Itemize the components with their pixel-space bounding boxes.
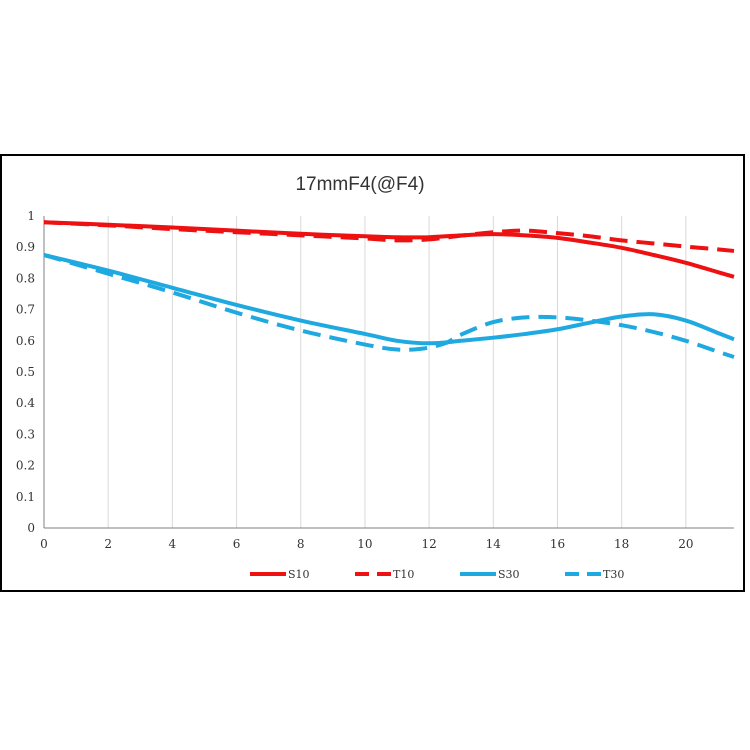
- legend-label: T30: [603, 568, 624, 581]
- x-tick-label: 2: [104, 537, 112, 551]
- grid-lines: [107, 216, 687, 528]
- x-tick-label: 16: [550, 537, 565, 551]
- legend-item-t10: T10: [355, 568, 414, 581]
- mtf-chart: 17mmF4(@F4) 0 2 4 6 8 10 12 14 16 18 2000.10.20.30…: [16, 174, 735, 581]
- chart-title: 17mmF4(@F4): [295, 174, 424, 195]
- x-tick-label: 6: [233, 537, 241, 551]
- axes: 0 2 4 6 8 10 12 14 16 18 20 0 0.1 0.2 0.3 0.4 0.5 0.6 0.7 0…: [16, 209, 734, 551]
- y-tick-label: 0: [27, 521, 35, 535]
- y-tick-label: 0.6: [16, 334, 35, 348]
- series-line-s30: [43, 253, 735, 346]
- series-line-t30: [43, 253, 735, 359]
- y-tick-label: 0.9: [16, 240, 35, 254]
- x-tick-label: 12: [421, 537, 436, 551]
- y-tick-label: 0.5: [16, 365, 35, 379]
- series-lines: [43, 220, 735, 359]
- legend-item-t30: T30: [565, 568, 624, 581]
- y-tick-label: 0.3: [16, 427, 35, 441]
- x-tick-label: 4: [169, 537, 177, 551]
- x-tick-label: 20: [678, 537, 693, 551]
- x-tick-label: 18: [614, 537, 629, 551]
- legend-label: T10: [393, 568, 414, 581]
- y-tick-label: 0.1: [16, 490, 35, 504]
- x-tick-label: 0: [40, 537, 48, 551]
- legend-label: S10: [288, 568, 310, 581]
- legend-label: S30: [498, 568, 520, 581]
- series-line-t10: [43, 220, 735, 253]
- x-tick-label: 8: [297, 537, 305, 551]
- chart-frame: 17mmF4(@F4) 0 2 4 6 8 10 12 14 16 18 20 0 0.1 0.2 0.3 0…: [0, 154, 745, 592]
- y-tick-label: 0.7: [16, 303, 35, 317]
- legend-item-s30: S30: [460, 568, 520, 581]
- y-tick-label: 0.2: [16, 459, 35, 473]
- x-tick-label: 10: [357, 537, 372, 551]
- y-tick-label: 0.4: [16, 396, 35, 410]
- y-tick-label: 1: [27, 209, 35, 223]
- x-tick-label: 14: [486, 537, 502, 551]
- legend: S10 T10 S30 T30: [250, 568, 624, 581]
- legend-item-s10: S10: [250, 568, 310, 581]
- y-tick-label: 0.8: [16, 271, 35, 285]
- series-line-s10: [43, 220, 735, 279]
